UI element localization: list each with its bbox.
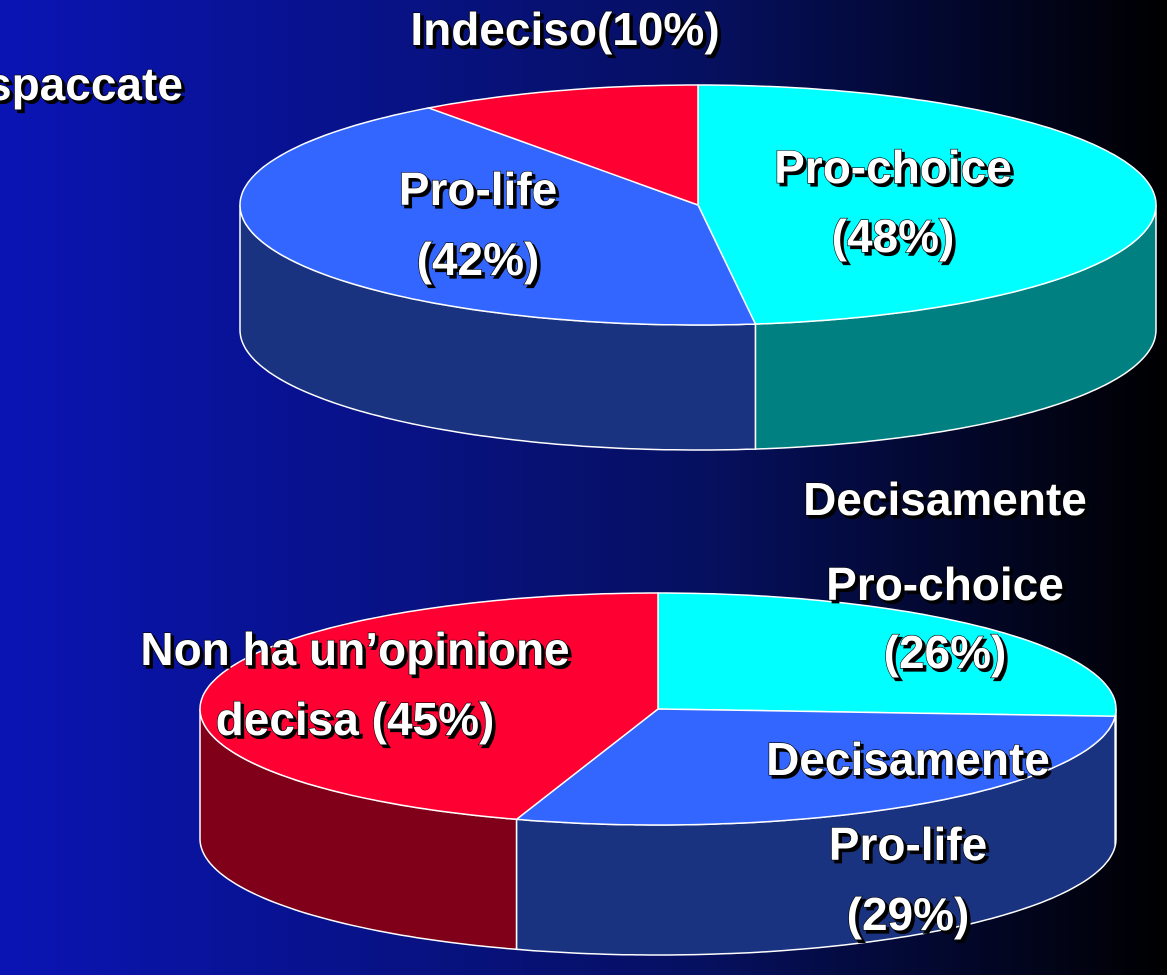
slice-label: decisa (45%) bbox=[216, 693, 495, 745]
slice-value-label: (45%) bbox=[372, 693, 495, 745]
slice-label: Indeciso(10%) bbox=[410, 3, 719, 55]
pie-slice bbox=[239, 107, 757, 326]
slice-label: Non ha un’opinione bbox=[140, 623, 569, 675]
slice-value-label: (42%) bbox=[417, 233, 540, 285]
pie-slice bbox=[697, 84, 1157, 325]
pie-slice bbox=[514, 708, 1117, 826]
slice-category: Pro-choice bbox=[826, 558, 1064, 610]
slice-label: Decisamente bbox=[766, 733, 1050, 785]
slice-category: Pro-choice bbox=[774, 141, 1012, 193]
slice-category: Pro-life bbox=[399, 163, 557, 215]
pie-slice bbox=[657, 592, 1117, 718]
slice-value-label: (10%) bbox=[597, 3, 720, 55]
pie-slice bbox=[425, 84, 699, 207]
slice-label: (29%) bbox=[847, 888, 970, 940]
slice-value-label: (29%) bbox=[847, 888, 970, 940]
slice-category: Non ha un’opinione bbox=[140, 623, 569, 675]
slice-label: Pro-choice bbox=[826, 558, 1064, 610]
slice-label: Pro-life bbox=[399, 163, 557, 215]
space bbox=[359, 693, 372, 745]
slice-value-label: (26%) bbox=[884, 626, 1007, 678]
slice-label: (42%) bbox=[417, 233, 540, 285]
slice-value-label: (48%) bbox=[832, 210, 955, 262]
slice-category: Pro-life bbox=[829, 818, 987, 870]
slice-label: Decisamente bbox=[803, 473, 1087, 525]
slice-label: Pro-choice bbox=[774, 141, 1012, 193]
slice-category: Decisamente bbox=[766, 733, 1050, 785]
slice-label: Pro-life bbox=[829, 818, 987, 870]
slice-category: Decisamente bbox=[803, 473, 1087, 525]
pie-slice bbox=[199, 592, 659, 821]
slice-category: Indeciso bbox=[410, 3, 597, 55]
slice-label: (26%) bbox=[884, 626, 1007, 678]
slice-category: decisa bbox=[216, 693, 360, 745]
slide-text: spaccate bbox=[0, 58, 183, 110]
slice-label: (48%) bbox=[832, 210, 955, 262]
